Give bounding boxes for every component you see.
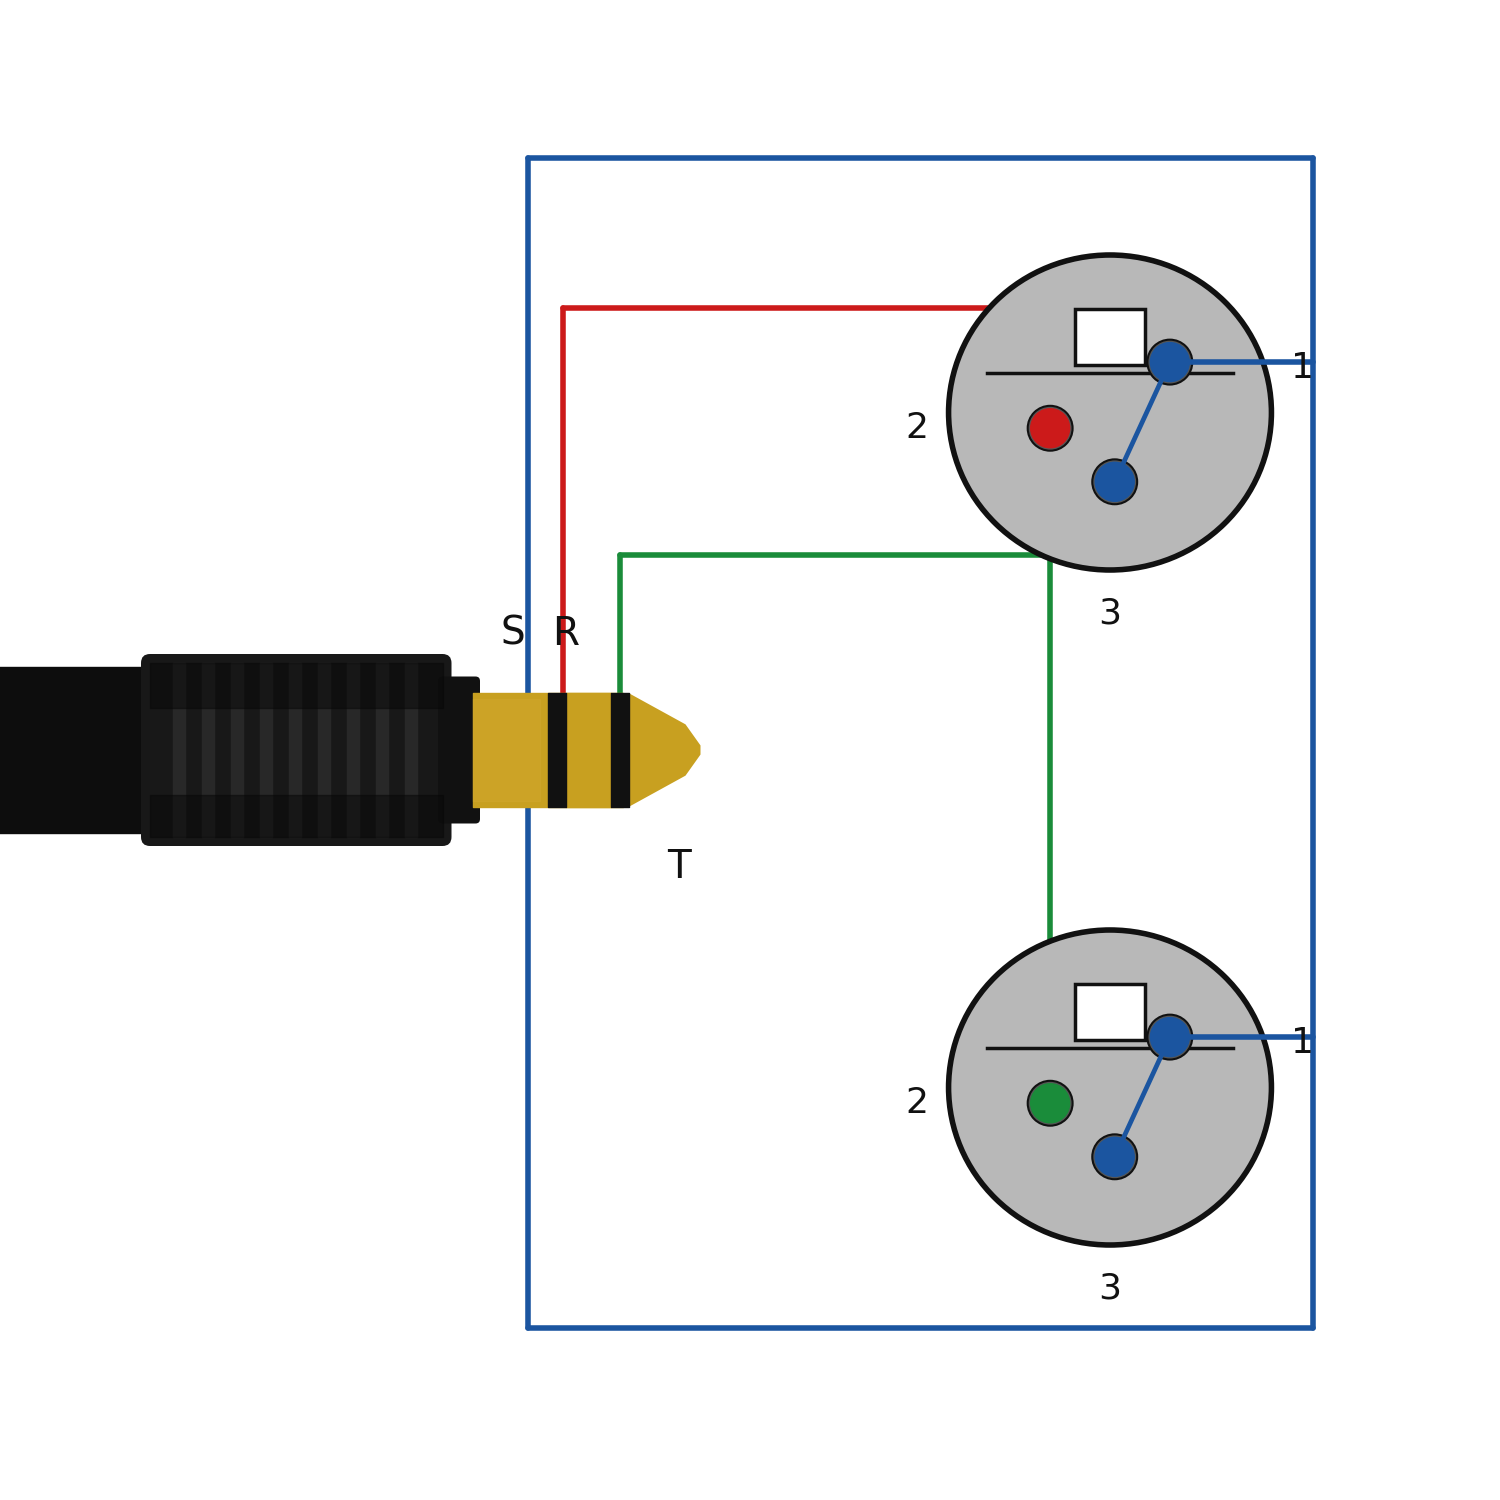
Circle shape xyxy=(1030,1083,1069,1122)
Circle shape xyxy=(1035,414,1065,442)
Text: 2: 2 xyxy=(906,1086,928,1120)
Text: 1: 1 xyxy=(1292,1026,1314,1060)
Bar xyxy=(1076,984,1144,1041)
Circle shape xyxy=(1155,346,1185,376)
Circle shape xyxy=(1150,342,1190,381)
Circle shape xyxy=(1095,1137,1134,1176)
Circle shape xyxy=(1092,459,1137,504)
Circle shape xyxy=(1028,1082,1072,1125)
Text: S: S xyxy=(501,615,525,652)
FancyBboxPatch shape xyxy=(141,654,452,846)
Text: T: T xyxy=(668,847,692,885)
Text: 3: 3 xyxy=(1098,597,1122,632)
Polygon shape xyxy=(628,693,700,807)
Circle shape xyxy=(1092,1134,1137,1179)
Circle shape xyxy=(1035,1089,1065,1118)
Text: R: R xyxy=(552,615,579,652)
Circle shape xyxy=(1148,339,1192,384)
FancyBboxPatch shape xyxy=(438,676,480,824)
Text: 2: 2 xyxy=(906,411,928,446)
Circle shape xyxy=(1095,462,1134,501)
Text: 1: 1 xyxy=(1292,351,1314,386)
Text: 3: 3 xyxy=(1098,1272,1122,1306)
Circle shape xyxy=(1028,406,1072,450)
Ellipse shape xyxy=(948,255,1272,570)
Circle shape xyxy=(1150,1017,1190,1056)
Bar xyxy=(1076,309,1144,366)
Circle shape xyxy=(1030,410,1069,447)
Circle shape xyxy=(1148,1014,1192,1059)
Circle shape xyxy=(1100,1142,1130,1172)
Circle shape xyxy=(1155,1022,1185,1052)
Circle shape xyxy=(1100,466,1130,496)
Ellipse shape xyxy=(948,930,1272,1245)
